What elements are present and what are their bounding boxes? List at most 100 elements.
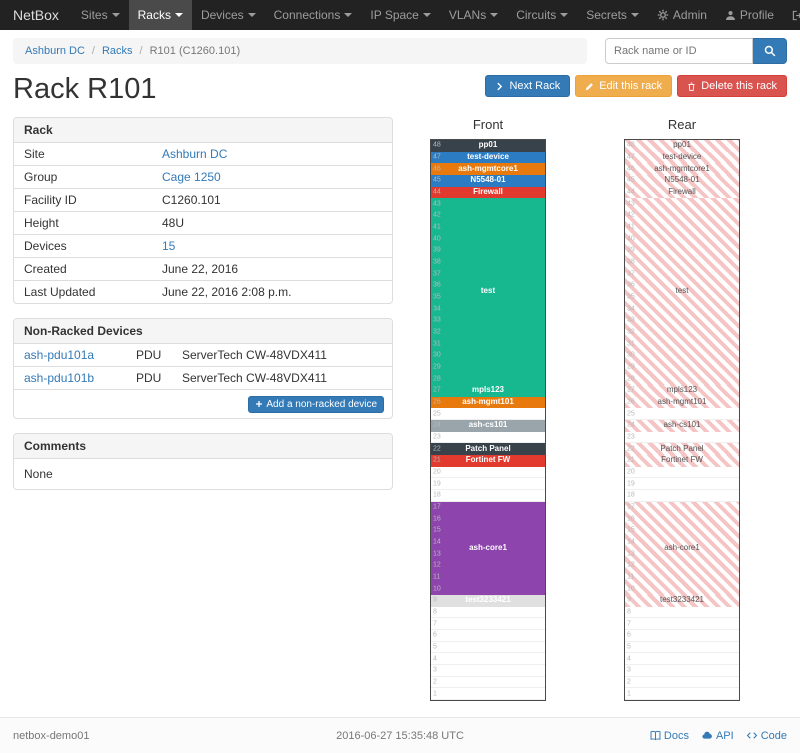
breadcrumb-item-racks[interactable]: Racks (101, 45, 133, 57)
rack-device-ash-core1[interactable]: ash-core1 (625, 501, 739, 595)
rack-unit-row: 25 (625, 408, 739, 420)
navbar-menu: Sites Racks Devices Connections IP Space VLAN… (72, 0, 648, 30)
rack-search-input[interactable] (605, 38, 753, 64)
rack-unit-number: 19 (433, 480, 441, 488)
rack-unit-number: 1 (433, 690, 437, 698)
rack-unit-number: 3 (433, 666, 437, 674)
rack-device-fortinet-fw[interactable]: Fortinet FW (431, 455, 545, 467)
rack-device-mpls123[interactable]: mpls123 (625, 385, 739, 397)
nav-item-connections[interactable]: Connections (265, 0, 362, 30)
device-name-link[interactable]: ash-pdu101a (24, 348, 95, 362)
rack-device-n5548-01[interactable]: N5548-01 (431, 175, 545, 187)
search-button[interactable] (753, 38, 787, 64)
rack-device-ash-mgmtcore1[interactable]: ash-mgmtcore1 (431, 163, 545, 175)
book-icon (650, 730, 661, 741)
rack-rear-title: Rear (667, 117, 697, 132)
rack-info-value-link[interactable]: Cage 1250 (162, 170, 221, 184)
nav-item-devices[interactable]: Devices (192, 0, 265, 30)
device-name-link[interactable]: ash-pdu101b (24, 371, 95, 385)
chevron-down-icon (422, 13, 431, 17)
footer-links: Docs API Code (650, 730, 787, 742)
rack-device-patch-panel[interactable]: Patch Panel (625, 443, 739, 455)
rack-device-patch-panel[interactable]: Patch Panel (431, 443, 545, 455)
rack-info-value: 48U (152, 211, 392, 235)
rack-device-label: N5548-01 (664, 175, 700, 185)
brand-logo[interactable]: NetBox (13, 7, 59, 23)
nav-item-label: Connections (273, 8, 341, 22)
rack-device-test-device[interactable]: test-device (431, 151, 545, 164)
breadcrumb-separator: / (91, 45, 95, 57)
rack-device-mpls123[interactable]: mpls123 (431, 385, 545, 397)
breadcrumb-item-ashburn-dc[interactable]: Ashburn DC (25, 45, 85, 57)
nav-item-admin[interactable]: Admin (648, 0, 716, 30)
rack-device-test3233421[interactable]: test3233421 (625, 595, 739, 607)
trash-icon (687, 82, 696, 91)
chevron-right-icon (495, 82, 504, 91)
rack-unit-row: 4 (431, 653, 545, 665)
rack-device-test-device[interactable]: test-device (625, 151, 739, 164)
rack-device-firewall[interactable]: Firewall (625, 186, 739, 199)
delete-rack-button[interactable]: Delete this rack (677, 75, 787, 97)
rack-device-label: test3233421 (465, 595, 511, 605)
rack-info-row: Created June 22, 2016 (14, 257, 392, 281)
comments-panel: Comments None (13, 433, 393, 490)
non-racked-panel-footer: Add a non-racked device (14, 389, 392, 418)
rack-unit-number: 1 (627, 690, 631, 698)
rack-info-value-link[interactable]: Ashburn DC (162, 147, 228, 161)
top-row: Ashburn DC / Racks / R101 (C1260.101) (13, 38, 787, 64)
rack-device-label: ash-mgmtcore1 (458, 163, 518, 173)
rack-unit-number: 19 (627, 480, 635, 488)
rack-device-test[interactable]: test (431, 198, 545, 385)
rack-device-pp01[interactable]: pp01 (625, 140, 739, 152)
rack-device-ash-mgmtcore1[interactable]: ash-mgmtcore1 (625, 163, 739, 175)
rack-info-value-link[interactable]: 15 (162, 239, 176, 253)
edit-rack-button[interactable]: Edit this rack (575, 75, 673, 97)
rack-unit-row: 4 (625, 653, 739, 665)
rack-device-pp01[interactable]: pp01 (431, 140, 545, 152)
rack-device-ash-mgmt101[interactable]: ash-mgmt101 (431, 396, 545, 409)
rack-unit-row: 6 (625, 630, 739, 642)
rack-device-test3233421[interactable]: test3233421 (431, 595, 545, 607)
footer-link-code[interactable]: Code (746, 730, 787, 742)
device-type-cell: PDU (126, 366, 172, 389)
rack-info-panel: Rack Site Ashburn DC Group Cage 1250 Facilit… (13, 117, 393, 304)
footer-link-label: API (715, 729, 734, 742)
rack-device-label: ash-core1 (664, 542, 700, 552)
rack-device-test[interactable]: test (625, 198, 739, 385)
rack-device-ash-cs101[interactable]: ash-cs101 (431, 420, 545, 432)
chevron-down-icon (490, 13, 499, 17)
nav-item-profile[interactable]: Profile (716, 0, 783, 30)
footer-link-api[interactable]: API (701, 730, 734, 742)
nav-item-ip-space[interactable]: IP Space (361, 0, 439, 30)
non-racked-panel: Non-Racked Devices ash-pdu101a PDU ServerT… (13, 318, 393, 419)
footer-link-docs[interactable]: Docs (650, 730, 689, 742)
rack-device-ash-core1[interactable]: ash-core1 (431, 501, 545, 595)
rack-info-label: Last Updated (14, 280, 152, 303)
rack-info-row: Last Updated June 22, 2016 2:08 p.m. (14, 280, 392, 303)
non-racked-table: ash-pdu101a PDU ServerTech CW-48VDX411 ash-… (14, 344, 392, 389)
rack-device-firewall[interactable]: Firewall (431, 186, 545, 199)
device-model-cell: ServerTech CW-48VDX411 (172, 366, 392, 389)
nav-item-log-out[interactable]: Log out (783, 0, 800, 30)
nav-item-vlans[interactable]: VLANs (440, 0, 507, 30)
nav-item-label: Profile (739, 8, 774, 22)
next-rack-button[interactable]: Next Rack (485, 75, 571, 97)
rack-device-n5548-01[interactable]: N5548-01 (625, 175, 739, 187)
rack-unit-row: 19 (625, 478, 739, 490)
add-non-racked-device-button[interactable]: Add a non-racked device (248, 395, 384, 413)
nav-item-circuits[interactable]: Circuits (507, 0, 577, 30)
rack-unit-row: 23 (625, 432, 739, 444)
rack-device-ash-cs101[interactable]: ash-cs101 (625, 420, 739, 432)
nav-item-racks[interactable]: Racks (128, 0, 192, 30)
rack-device-ash-mgmt101[interactable]: ash-mgmt101 (625, 396, 739, 409)
navbar-right: Admin Profile Log out (648, 0, 800, 30)
main: Rack Site Ashburn DC Group Cage 1250 Facilit… (13, 117, 787, 701)
footer-hostname: netbox-demo01 (13, 729, 90, 742)
rack-info-label: Created (14, 257, 152, 281)
comments-body: None (24, 467, 53, 481)
nav-item-secrets[interactable]: Secrets (577, 0, 648, 30)
rack-unit-number: 7 (433, 620, 437, 628)
plus-icon (255, 400, 263, 408)
nav-item-sites[interactable]: Sites (72, 0, 129, 30)
rack-device-fortinet-fw[interactable]: Fortinet FW (625, 455, 739, 467)
